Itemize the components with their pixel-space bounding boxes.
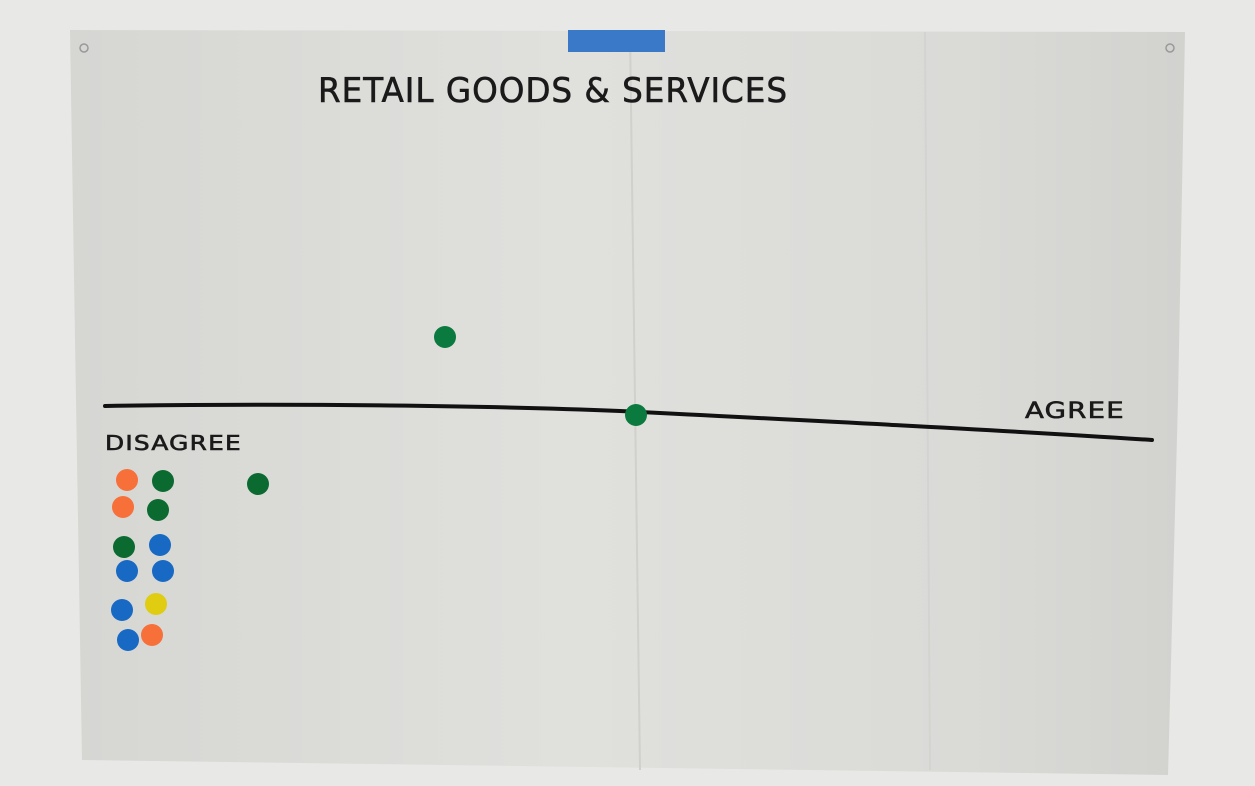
dot <box>152 470 174 492</box>
dot <box>112 496 134 518</box>
dot <box>247 473 269 495</box>
scale-line <box>103 402 1154 442</box>
dot <box>141 624 163 646</box>
dot <box>434 326 456 348</box>
paper-fold <box>629 31 641 771</box>
dot <box>117 629 139 651</box>
dot <box>111 599 133 621</box>
sticker-dots <box>111 326 647 651</box>
paper <box>70 30 1185 775</box>
dot <box>147 499 169 521</box>
dot <box>152 560 174 582</box>
pin <box>79 43 89 53</box>
dot <box>145 593 167 615</box>
dot <box>116 469 138 491</box>
pin <box>1165 43 1175 53</box>
tape <box>568 30 665 52</box>
right-label: AGREE <box>1025 399 1125 424</box>
dot <box>149 534 171 556</box>
poster-title: RETAIL GOODS & SERVICES <box>318 71 788 111</box>
dot <box>116 560 138 582</box>
left-label: DISAGREE <box>105 431 242 455</box>
paper-fold <box>924 31 931 771</box>
dot <box>625 404 647 426</box>
dot <box>113 536 135 558</box>
